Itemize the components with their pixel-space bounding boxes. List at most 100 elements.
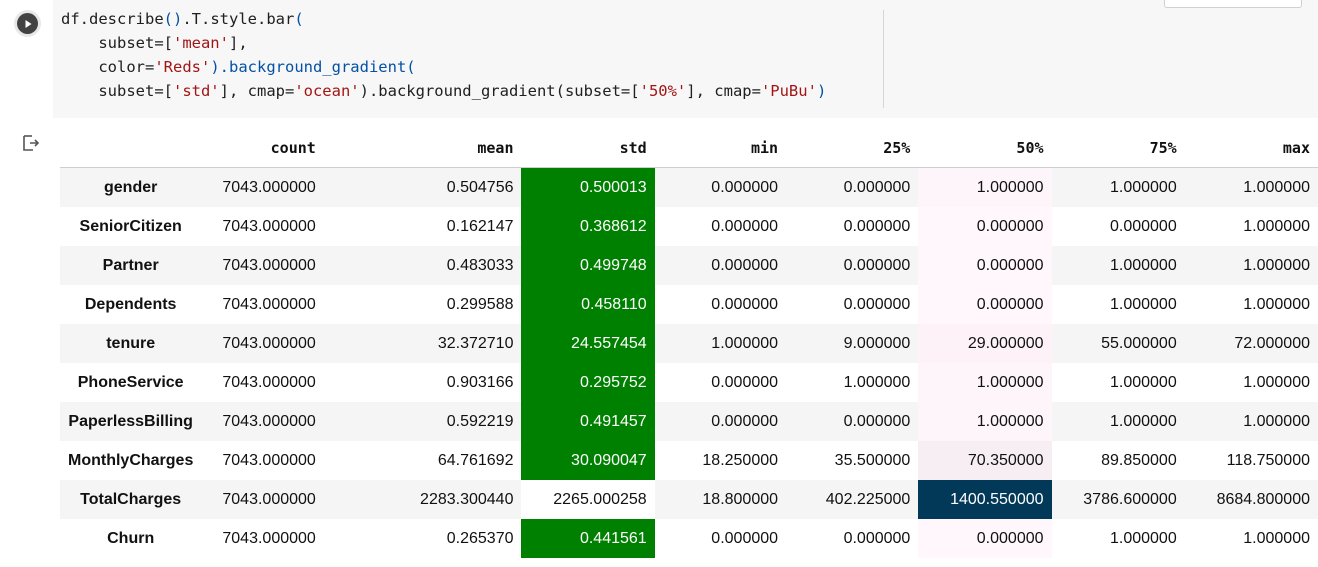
table-cell: 7043.000000: [222, 490, 316, 508]
table-cell: 7043.000000: [222, 373, 316, 391]
row-label: PhoneService: [77, 373, 184, 391]
table-cell: 1.000000: [1243, 178, 1310, 196]
table-cell: 0.000000: [843, 256, 911, 274]
table-cell: 1.000000: [918, 167, 1052, 207]
code-text[interactable]: df.describe().T.style.bar( subset=['mean…: [61, 7, 826, 103]
editor-ruler: [883, 10, 884, 108]
table-header-row: count mean std min 25% 50% 75% max: [60, 128, 1318, 168]
table-cell: 0.162147: [446, 217, 514, 235]
table-cell: 0.000000: [918, 519, 1052, 558]
code-token: (: [294, 10, 304, 28]
code-token: .T.style.bar: [182, 10, 295, 28]
code-token: color=: [61, 58, 155, 76]
table-cell: 7043.000000: [222, 217, 316, 235]
table-row: tenure 7043.000000 32.372710 24.557454 1.000…: [60, 324, 1318, 363]
table-cell: 0.000000: [918, 207, 1052, 246]
code-token: 'mean': [172, 34, 229, 52]
row-label: Churn: [107, 529, 155, 547]
table-cell: 0.499748: [521, 246, 655, 285]
code-token: '50%': [639, 82, 687, 100]
code-token: ): [816, 82, 827, 100]
table-cell: 0.000000: [843, 412, 911, 430]
table-cell: 2265.000258: [521, 480, 655, 519]
table-cell: 0.000000: [843, 529, 911, 547]
table-cell: 7043.000000: [222, 256, 316, 274]
row-label: MonthlyCharges: [68, 451, 194, 469]
table-cell: 1.000000: [1109, 256, 1177, 274]
table-cell: 70.350000: [918, 441, 1052, 480]
row-label: SeniorCitizen: [79, 217, 182, 235]
table-cell: 0.000000: [918, 246, 1052, 285]
table-cell: 0.000000: [843, 217, 911, 235]
table-cell: 0.500013: [521, 167, 655, 207]
table-row: PhoneService 7043.000000 0.903166 0.295752 0…: [60, 363, 1318, 402]
table-cell: 30.090047: [521, 441, 655, 480]
table-cell: 0.000000: [843, 295, 911, 313]
table-cell: 18.800000: [702, 490, 779, 508]
table-cell: 0.000000: [711, 373, 779, 391]
table-cell: 0.441561: [521, 519, 655, 558]
output-icon[interactable]: [21, 133, 41, 153]
table-cell: 7043.000000: [222, 451, 316, 469]
row-label: Partner: [102, 256, 159, 274]
table-cell: 0.458110: [521, 285, 655, 324]
table-cell: 18.250000: [702, 451, 779, 469]
play-icon: [17, 13, 38, 34]
table-cell: 1.000000: [1243, 256, 1310, 274]
cell-toolbar-edge: [1164, 0, 1302, 8]
table-cell: 0.000000: [711, 529, 779, 547]
code-token: ], cmap=: [219, 82, 295, 100]
code-token: 'Reds': [154, 58, 211, 76]
table-cell: 7043.000000: [222, 178, 316, 196]
table-cell: 1.000000: [1243, 373, 1310, 391]
table-cell: 9.000000: [843, 334, 911, 352]
table-cell: 7043.000000: [222, 412, 316, 430]
table-cell: 0.000000: [918, 285, 1052, 324]
table-row: gender 7043.000000 0.504756 0.500013 0.00000…: [60, 167, 1318, 207]
row-label: tenure: [106, 334, 156, 352]
code-token: 'PuBu': [760, 82, 817, 100]
table-cell: 0.483033: [446, 256, 514, 274]
column-header: max: [1184, 128, 1318, 168]
column-header: mean: [323, 128, 522, 168]
row-label: Dependents: [84, 295, 177, 313]
table-cell: 1.000000: [1243, 295, 1310, 313]
row-label: TotalCharges: [80, 490, 182, 508]
table-cell: 1.000000: [1243, 529, 1310, 547]
column-header: std: [521, 128, 655, 168]
table-cell: 64.761692: [437, 451, 514, 469]
table-row: MonthlyCharges 7043.000000 64.761692 30.090…: [60, 441, 1318, 480]
code-token: 'ocean': [294, 82, 360, 100]
table-cell: 35.500000: [834, 451, 911, 469]
table-row: Dependents 7043.000000 0.299588 0.458110 0.0…: [60, 285, 1318, 324]
table-cell: 402.225000: [825, 490, 911, 508]
table-cell: 3786.600000: [1083, 490, 1177, 508]
table-cell: 1.000000: [711, 334, 779, 352]
table-row: TotalCharges 7043.000000 2283.300440 2265.0…: [60, 480, 1318, 519]
describe-table: count mean std min 25% 50% 75% max gender 7043.0…: [60, 128, 1318, 558]
table-cell: 0.491457: [521, 402, 655, 441]
table-cell: 0.504756: [446, 178, 514, 196]
table-cell: 1.000000: [1109, 295, 1177, 313]
table-cell: 89.850000: [1101, 451, 1177, 469]
table-cell: 7043.000000: [222, 295, 316, 313]
code-token: 'std': [172, 82, 220, 100]
table-cell: 0.903166: [446, 373, 514, 391]
table-row: PaperlessBilling 7043.000000 0.592219 0.491…: [60, 402, 1318, 441]
table-cell: 7043.000000: [222, 334, 316, 352]
table-cell: 0.000000: [711, 217, 779, 235]
table-row: SeniorCitizen 7043.000000 0.162147 0.368612…: [60, 207, 1318, 246]
dataframe-output: count mean std min 25% 50% 75% max gender 7043.0…: [60, 128, 1318, 558]
table-cell: 0.000000: [711, 256, 779, 274]
table-cell: 0.295752: [521, 363, 655, 402]
table-cell: 0.000000: [711, 412, 779, 430]
code-token: ).background_gradient(subset=[: [359, 82, 640, 100]
table-cell: 0.000000: [711, 178, 779, 196]
table-cell: 0.299588: [446, 295, 514, 313]
run-cell-button[interactable]: [14, 10, 41, 37]
table-cell: 1.000000: [1109, 373, 1177, 391]
table-cell: 7043.000000: [222, 529, 316, 547]
cell-gutter: [0, 0, 53, 118]
table-cell: 0.000000: [1109, 217, 1177, 235]
code-editor[interactable]: df.describe().T.style.bar( subset=['mean…: [53, 0, 1318, 118]
